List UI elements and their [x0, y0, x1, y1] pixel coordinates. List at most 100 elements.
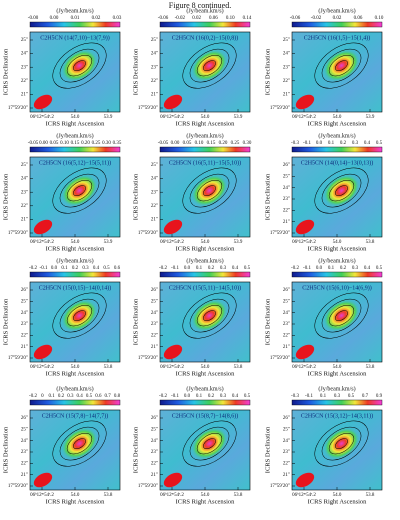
colorbar-tick-label: -0.1	[171, 394, 179, 399]
y-tick-label: 21″	[151, 473, 158, 478]
y-tick-label: 21″	[21, 93, 28, 98]
colorbar-tick-label: 0.06	[209, 16, 218, 21]
y-tick-label: 25″	[21, 163, 28, 168]
colorbar-tick-label: 0.3	[67, 394, 74, 399]
y-tick-label: 26″	[283, 288, 290, 293]
y-tick-label: 21″	[151, 218, 158, 223]
emission	[61, 49, 98, 82]
colorbar-tick-label: -0.3	[291, 394, 299, 399]
x-axis-label: ICRS Right Ascension	[308, 120, 368, 127]
colorbar-tick-label: 0.2	[208, 266, 215, 271]
y-tick-label: 26″	[21, 416, 28, 421]
y-tick-label: 24″	[21, 177, 28, 182]
contour	[73, 60, 86, 72]
x-tick-label: 06ʰ12ᵐ54ˢ.2	[30, 364, 54, 370]
colorbar-unit: (Jy/beam.km/s)	[186, 385, 223, 392]
contour	[66, 432, 93, 455]
y-tick-label: 21″	[283, 345, 290, 350]
colorbar-tick-label: 0.4	[364, 141, 371, 146]
x-tick-label: 54.0	[333, 365, 342, 370]
x-axis-label: ICRS Right Ascension	[308, 498, 368, 505]
colorbar	[159, 399, 251, 406]
contour	[321, 173, 362, 208]
x-axis-label: ICRS Right Ascension	[176, 245, 236, 252]
x-axis-label: ICRS Right Ascension	[308, 370, 368, 377]
y-tick-label: 23″	[151, 65, 158, 70]
y-tick-label: 25″	[21, 299, 28, 304]
y-tick-label: 23″	[151, 322, 158, 327]
y-tick-label: 23″	[283, 322, 290, 327]
y-tick-label: 23″	[283, 197, 290, 202]
x-tick-label: 53.8	[366, 493, 375, 498]
y-axis-label: ICRS Declination	[132, 298, 139, 345]
y-tick-label: 23″	[21, 322, 28, 327]
colorbar-tick-label: 0.0	[316, 141, 323, 146]
colorbar-tick-label: -0.1	[303, 266, 311, 271]
colorbar-tick-label: 0.01	[71, 16, 80, 21]
x-tick-label: 54.0	[333, 240, 342, 245]
colorbar-tick-label: 0.4	[232, 394, 239, 399]
line-label: C2H5CN (16(5,11)−15(5,10))	[169, 159, 241, 166]
colorbar-tick-label: 0.1	[320, 394, 327, 399]
x-tick-label: 06ʰ12ᵐ54ˢ.2	[292, 239, 316, 245]
x-axis-label: ICRS Right Ascension	[46, 245, 106, 252]
y-tick-label: 17°59′20″	[138, 356, 158, 361]
beam	[33, 472, 53, 488]
x-tick-label: 06ʰ12ᵐ54ˢ.2	[160, 239, 184, 245]
colorbar-tick-label: 0.10	[226, 16, 235, 21]
x-tick-label: 54.0	[333, 493, 342, 498]
x-tick-label: 53.9	[104, 115, 113, 120]
y-tick-label: 21″	[21, 473, 28, 478]
x-tick-label: 53.8	[104, 493, 113, 498]
colorbar-tick-label: -0.05	[28, 141, 39, 146]
colorbar	[291, 399, 383, 406]
y-tick-label: 25″	[283, 427, 290, 432]
y-tick-label: 25″	[151, 299, 158, 304]
y-tick-label: 17°59′20″	[138, 484, 158, 489]
contour	[203, 185, 216, 197]
colorbar-tick-label: 0.5	[376, 141, 383, 146]
x-tick-label: 54.0	[71, 493, 80, 498]
contour	[328, 432, 355, 455]
y-tick-label: 22″	[283, 333, 290, 338]
contour	[335, 185, 348, 197]
x-axis-label: ICRS Right Ascension	[46, 370, 106, 377]
colorbar-tick-label: 0.5	[348, 394, 355, 399]
x-axis-label: ICRS Right Ascension	[176, 120, 236, 127]
colorbar-tick-label: 0.3	[334, 394, 341, 399]
colorbar-tick-label: 0.05	[183, 141, 192, 146]
colorbar-tick-label: 0.8	[114, 394, 121, 399]
colorbar-tick-label: 0.25	[231, 141, 240, 146]
y-tick-label: 22″	[151, 204, 158, 209]
colorbar-tick-label: 0.00	[171, 141, 180, 146]
contour	[52, 420, 107, 467]
y-tick-label: 22″	[283, 461, 290, 466]
y-tick-label: 23″	[283, 65, 290, 70]
colorbar-tick-label: -0.1	[171, 266, 179, 271]
colorbar-tick-label: 0.02	[192, 16, 201, 21]
y-tick-label: 21″	[283, 473, 290, 478]
y-tick-label: 25″	[151, 163, 158, 168]
contour	[196, 179, 223, 202]
contour	[66, 304, 93, 327]
y-axis-label: ICRS Declination	[2, 298, 9, 345]
panel: (Jy/beam.km/s) -0.3 -0.1 0.0 0.1 0.2 0.3 0.4 0.5…	[264, 132, 382, 252]
y-tick-label: 24″	[283, 186, 290, 191]
y-tick-label: 22″	[21, 79, 28, 84]
colorbar-tick-label: 0.30	[102, 141, 111, 146]
colorbar-tick-label: 0.3	[220, 266, 227, 271]
x-tick-label: 53.8	[366, 365, 375, 370]
y-tick-label: 22″	[283, 208, 290, 213]
y-tick-label: 21″	[283, 220, 290, 225]
colorbar-unit: (Jy/beam.km/s)	[56, 7, 93, 14]
y-tick-label: 22″	[151, 333, 158, 338]
colorbar-tick-label: 0.5	[103, 266, 110, 271]
y-tick-label: 25″	[283, 174, 290, 179]
colorbar-tick-label: 0.6	[95, 394, 102, 399]
y-axis-label: ICRS Declination	[2, 48, 9, 95]
contour	[321, 426, 362, 461]
y-tick-label: 25″	[283, 38, 290, 43]
colorbar-tick-label: 0.30	[243, 141, 252, 146]
contour	[328, 304, 355, 327]
